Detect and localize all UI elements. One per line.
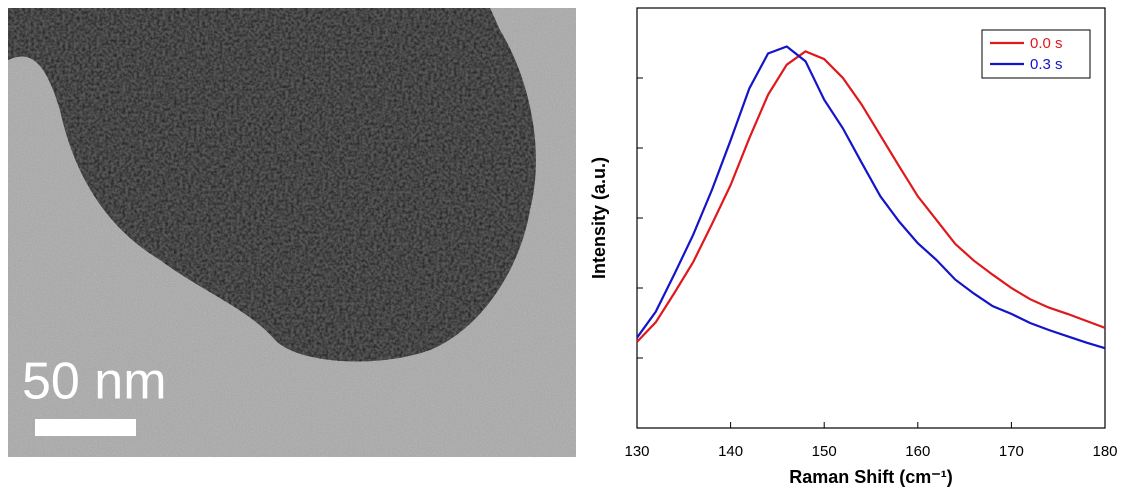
scale-bar-label: 50 nm [22,353,167,411]
x-tick-label: 140 [718,443,743,460]
x-tick-label: 150 [812,443,837,460]
line-series [636,50,1106,343]
x-tick-label: 170 [999,443,1024,460]
x-tick-label: 130 [624,443,649,460]
legend-label: 0.3 s [1030,56,1063,73]
legend-box [981,29,1091,79]
scale-bar [35,419,136,436]
x-tick-label: 160 [905,443,930,460]
legend-label: 0.0 s [1030,35,1063,52]
micrograph: 50 nm [8,8,576,457]
line-series [636,45,1106,350]
y-axis-label: Intensity (a.u.) [589,157,609,279]
x-tick-label: 180 [1092,443,1117,460]
x-axis-label: Raman Shift (cm⁻¹) [789,467,953,487]
